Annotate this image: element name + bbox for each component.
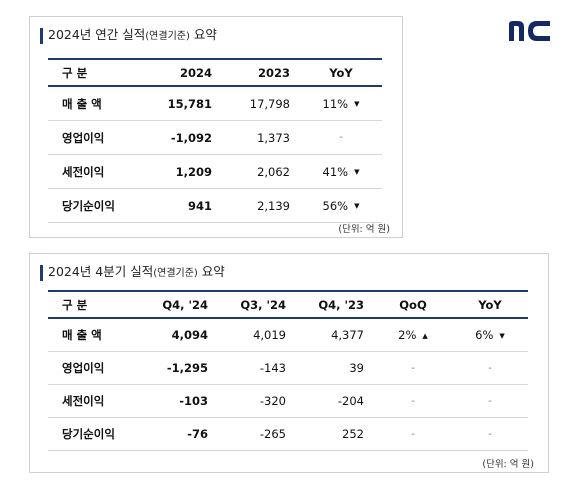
- cell-q3-24: -320: [218, 384, 296, 418]
- header-q3-24: Q3, '24: [218, 290, 296, 319]
- header-q4-23: Q4, '23: [296, 290, 374, 319]
- cell-yoy-value: -: [488, 428, 492, 440]
- cell-yoy: 41% ▼: [300, 154, 382, 189]
- cell-2024: 941: [140, 188, 222, 223]
- cell-2023: 2,139: [222, 188, 300, 223]
- row-label: 당기순이익: [48, 188, 140, 223]
- table-header-row: 구 분 2024 2023 YoY: [48, 58, 382, 87]
- up-triangle-icon: ▲: [422, 331, 428, 340]
- down-triangle-icon: ▼: [354, 168, 360, 176]
- table-row: 세전이익 -103 -320 -204 - -: [48, 384, 528, 418]
- header-2024: 2024: [140, 58, 222, 87]
- cell-q4-24: 4,094: [140, 318, 218, 352]
- cell-yoy: 6% ▼: [452, 318, 528, 352]
- row-label: 당기순이익: [48, 417, 140, 451]
- cell-2024: -1,092: [140, 120, 222, 155]
- cell-yoy: 56% ▼: [300, 188, 382, 223]
- header-division: 구 분: [48, 290, 140, 319]
- annual-results-table: 구 분 2024 2023 YoY 매 출 액 15,781 17,798 11% ▼ 영…: [48, 58, 382, 223]
- table-row: 영업이익 -1,092 1,373 -: [48, 120, 382, 155]
- table-row: 매 출 액 15,781 17,798 11% ▼: [48, 86, 382, 121]
- row-label: 영업이익: [48, 120, 140, 155]
- cell-2023: 2,062: [222, 154, 300, 189]
- header-yoy: YoY: [300, 58, 382, 87]
- quarter-results-table: 구 분 Q4, '24 Q3, '24 Q4, '23 QoQ YoY 매 출 …: [48, 290, 528, 451]
- quarter-title-basis: (연결기준): [153, 268, 198, 279]
- cell-2024: 15,781: [140, 86, 222, 121]
- quarter-title-suffix: 요약: [197, 264, 225, 279]
- cell-yoy-value: 6%: [475, 328, 494, 342]
- header-2023: 2023: [222, 58, 300, 87]
- cell-yoy: -: [452, 417, 528, 451]
- down-triangle-icon: ▼: [499, 331, 505, 340]
- cell-2023: 1,373: [222, 120, 300, 155]
- annual-results-panel: 2024년 연간 실적(연결기준) 요약 구 분 2024 2023 YoY 매…: [29, 16, 403, 238]
- header-yoy: YoY: [452, 290, 528, 319]
- annual-results-title: 2024년 연간 실적(연결기준) 요약: [40, 28, 217, 44]
- cell-q4-23: 39: [296, 351, 374, 385]
- annual-title-basis: (연결기준): [145, 31, 190, 42]
- table-row: 영업이익 -1,295 -143 39 - -: [48, 351, 528, 385]
- nc-logo: [509, 21, 550, 41]
- cell-q4-24: -1,295: [140, 351, 218, 385]
- cell-qoq-value: 2%: [398, 328, 417, 342]
- table-row: 매 출 액 4,094 4,019 4,377 2% ▲ 6% ▼: [48, 318, 528, 352]
- row-label: 매 출 액: [48, 318, 140, 352]
- cell-yoy-value: 41%: [322, 164, 349, 179]
- cell-2023: 17,798: [222, 86, 300, 121]
- quarter-results-title: 2024년 4분기 실적(연결기준) 요약: [40, 265, 225, 281]
- cell-q3-24: -143: [218, 351, 296, 385]
- annual-title-suffix: 요약: [189, 27, 217, 42]
- table-header-row: 구 분 Q4, '24 Q3, '24 Q4, '23 QoQ YoY: [48, 290, 528, 319]
- cell-q3-24: 4,019: [218, 318, 296, 352]
- cell-q4-24: -103: [140, 384, 218, 418]
- cell-yoy: -: [300, 120, 382, 155]
- cell-qoq-value: -: [411, 428, 415, 440]
- annual-unit-note: (단위: 억 원): [338, 224, 390, 235]
- cell-q4-23: -204: [296, 384, 374, 418]
- cell-qoq-value: -: [411, 362, 415, 374]
- header-q4-24: Q4, '24: [140, 290, 218, 319]
- row-label: 세전이익: [48, 384, 140, 418]
- row-label: 영업이익: [48, 351, 140, 385]
- cell-yoy: -: [452, 351, 528, 385]
- cell-qoq: -: [374, 384, 452, 418]
- cell-yoy: -: [452, 384, 528, 418]
- cell-q4-24: -76: [140, 417, 218, 451]
- cell-qoq: -: [374, 417, 452, 451]
- cell-qoq: -: [374, 351, 452, 385]
- cell-q4-23: 252: [296, 417, 374, 451]
- cell-yoy: 11% ▼: [300, 86, 382, 121]
- cell-yoy-value: 56%: [322, 198, 349, 213]
- row-label: 매 출 액: [48, 86, 140, 121]
- down-triangle-icon: ▼: [354, 100, 360, 108]
- table-row: 당기순이익 941 2,139 56% ▼: [48, 188, 382, 223]
- quarter-unit-note: (단위: 억 원): [482, 459, 534, 470]
- annual-title-text: 2024년 연간 실적: [48, 27, 146, 42]
- cell-yoy-value: 11%: [322, 96, 349, 111]
- row-label: 세전이익: [48, 154, 140, 189]
- header-division: 구 분: [48, 58, 140, 87]
- cell-qoq: 2% ▲: [374, 318, 452, 352]
- cell-qoq-value: -: [411, 395, 415, 407]
- cell-yoy-value: -: [339, 132, 343, 143]
- cell-2024: 1,209: [140, 154, 222, 189]
- quarter-results-panel: 2024년 4분기 실적(연결기준) 요약 구 분 Q4, '24 Q3, '2…: [29, 253, 549, 473]
- header-qoq: QoQ: [374, 290, 452, 319]
- down-triangle-icon: ▼: [354, 202, 360, 210]
- table-row: 세전이익 1,209 2,062 41% ▼: [48, 154, 382, 189]
- cell-yoy-value: -: [488, 362, 492, 374]
- cell-yoy-value: -: [488, 395, 492, 407]
- quarter-title-text: 2024년 4분기 실적: [48, 264, 154, 279]
- cell-q4-23: 4,377: [296, 318, 374, 352]
- cell-q3-24: -265: [218, 417, 296, 451]
- table-row: 당기순이익 -76 -265 252 - -: [48, 417, 528, 451]
